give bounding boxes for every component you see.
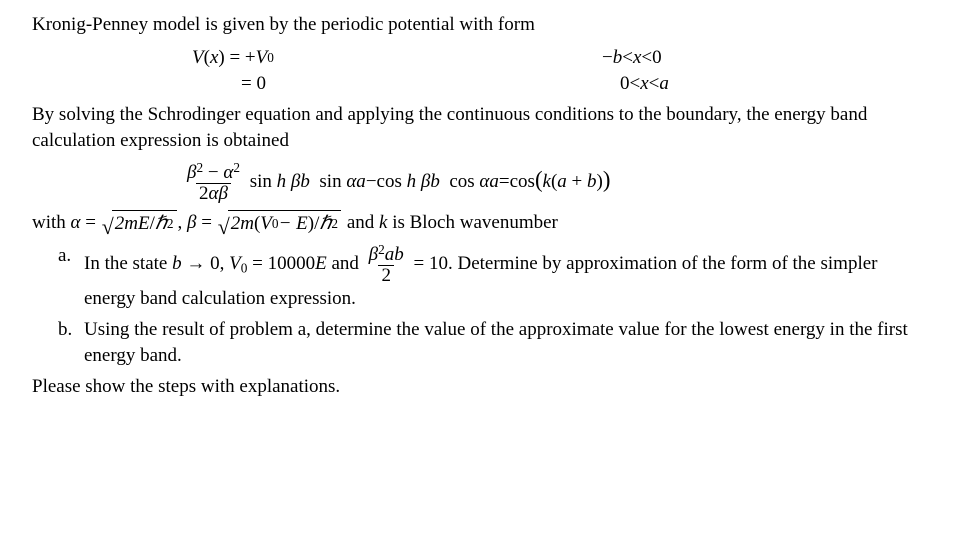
eq1-cond: −b < x < 0 xyxy=(462,45,927,72)
sym-equals: = xyxy=(241,71,252,98)
paragraph-derivation: By solving the Schrodinger equation and … xyxy=(32,102,927,155)
paragraph-definitions: with α = √ 2mE/ℏ2 , β = √ 2m(V0 − E)/ℏ2 … xyxy=(32,210,927,238)
marker-a: a. xyxy=(58,243,71,270)
eq2-lhs: = 0 xyxy=(32,71,462,98)
paragraph-outro: Please show the steps with explanations. xyxy=(32,374,927,401)
band-equation: β2 − α2 2αβ sin h βb sin αa − cos h βb c… xyxy=(32,161,927,204)
eq2-cond: 0< x < a xyxy=(462,71,927,98)
question-b: b. Using the result of problem a, determ… xyxy=(84,317,927,370)
text-bloch: is Bloch wavenumber xyxy=(387,212,557,233)
text: By solving the Schrodinger equation and … xyxy=(32,104,867,152)
question-list: a. In the state b → 0, V0 = 10000E and β… xyxy=(32,243,927,370)
marker-b: b. xyxy=(58,317,72,344)
term-sinh: sin h βb sin αa xyxy=(245,169,366,196)
eq-row-1: V(x) = +V0 −b < x < 0 xyxy=(32,45,927,72)
text-and: and xyxy=(347,212,379,233)
sym-plus: + xyxy=(245,45,256,72)
eq1-lhs: V(x) = +V0 xyxy=(32,45,462,72)
sqrt-alpha: √ 2mE/ℏ2 xyxy=(102,210,177,238)
fraction-coeff: β2 − α2 2αβ xyxy=(184,161,243,204)
sub-0: 0 xyxy=(267,49,274,68)
sym-V: V xyxy=(192,45,204,72)
eq-row-2: = 0 0< x < a xyxy=(32,71,927,98)
sym-x: x xyxy=(210,45,218,72)
fraction-beta2ab: β2ab2 xyxy=(366,243,407,286)
term-cosh: cos h βb cos αa xyxy=(377,169,499,196)
text: Please show the steps with explanations. xyxy=(32,376,340,397)
paragraph-intro: Kronig-Penney model is given by the peri… xyxy=(32,12,927,39)
sym-equals: = xyxy=(229,45,240,72)
sym-b: b xyxy=(613,45,623,72)
sqrt-beta: √ 2m(V0 − E)/ℏ2 xyxy=(218,210,341,238)
sym-zero: 0 xyxy=(256,71,266,98)
sym-V0: V xyxy=(256,45,268,72)
term-rhs: cos(k(a + b)) xyxy=(510,169,611,196)
question-a: a. In the state b → 0, V0 = 10000E and β… xyxy=(84,243,927,312)
text: Kronig-Penney model is given by the peri… xyxy=(32,14,535,35)
sym-minus: − xyxy=(602,45,613,72)
text-b: Using the result of problem a, determine… xyxy=(84,319,908,367)
text-with: with xyxy=(32,212,71,233)
potential-definition: V(x) = +V0 −b < x < 0 = 0 0< x < a xyxy=(32,45,927,98)
